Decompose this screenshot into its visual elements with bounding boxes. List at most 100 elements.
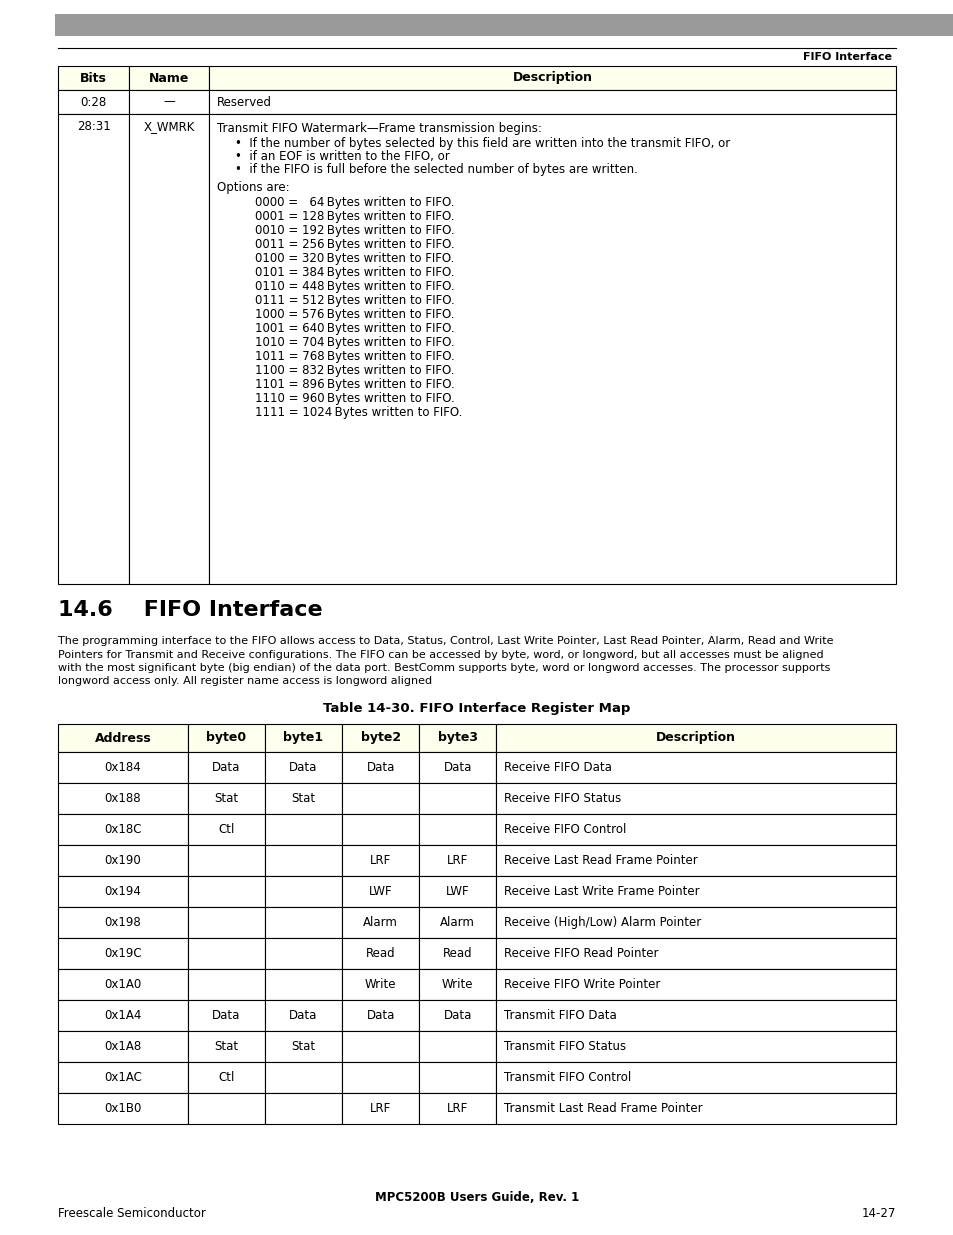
- Bar: [342, 1031, 418, 1062]
- Bar: [342, 969, 418, 1000]
- Bar: [496, 724, 895, 752]
- Text: with the most significant byte (big endian) of the data port. BestComm supports : with the most significant byte (big endi…: [58, 663, 829, 673]
- Bar: [188, 939, 265, 969]
- Text: Reserved: Reserved: [216, 95, 272, 109]
- Bar: [58, 1031, 188, 1062]
- Bar: [58, 114, 129, 584]
- Bar: [58, 783, 188, 814]
- Bar: [58, 724, 188, 752]
- Bar: [129, 65, 209, 90]
- Bar: [496, 1000, 895, 1031]
- Text: 0100 = 320 Bytes written to FIFO.: 0100 = 320 Bytes written to FIFO.: [254, 252, 454, 266]
- Bar: [209, 90, 895, 114]
- Bar: [265, 906, 342, 939]
- Bar: [418, 1062, 496, 1093]
- Bar: [418, 969, 496, 1000]
- Text: Address: Address: [94, 731, 152, 745]
- Text: 0x1A8: 0x1A8: [104, 1040, 141, 1053]
- Text: LWF: LWF: [369, 885, 392, 898]
- Text: Stat: Stat: [214, 1040, 238, 1053]
- Bar: [342, 814, 418, 845]
- Text: LRF: LRF: [447, 853, 468, 867]
- Bar: [58, 906, 188, 939]
- Bar: [496, 906, 895, 939]
- Text: 0x188: 0x188: [105, 792, 141, 805]
- Text: Description: Description: [656, 731, 736, 745]
- Text: 28:31: 28:31: [76, 121, 111, 133]
- Text: Receive FIFO Status: Receive FIFO Status: [504, 792, 620, 805]
- Text: 1010 = 704 Bytes written to FIFO.: 1010 = 704 Bytes written to FIFO.: [254, 336, 454, 350]
- Text: LRF: LRF: [447, 1102, 468, 1115]
- Bar: [58, 90, 129, 114]
- Bar: [496, 752, 895, 783]
- Bar: [342, 783, 418, 814]
- Text: X_WMRK: X_WMRK: [143, 121, 194, 133]
- Text: Data: Data: [366, 761, 395, 774]
- Text: 0x1A4: 0x1A4: [104, 1009, 141, 1023]
- Text: Ctl: Ctl: [218, 823, 234, 836]
- Text: Options are:: Options are:: [216, 182, 289, 194]
- Bar: [496, 939, 895, 969]
- Text: 0x19C: 0x19C: [104, 947, 142, 960]
- Bar: [496, 1093, 895, 1124]
- Text: Transmit FIFO Data: Transmit FIFO Data: [504, 1009, 617, 1023]
- Bar: [265, 876, 342, 906]
- Text: Data: Data: [212, 1009, 240, 1023]
- Text: Stat: Stat: [292, 792, 315, 805]
- Text: 0101 = 384 Bytes written to FIFO.: 0101 = 384 Bytes written to FIFO.: [254, 266, 454, 279]
- Bar: [342, 1093, 418, 1124]
- Bar: [58, 845, 188, 876]
- Text: 0110 = 448 Bytes written to FIFO.: 0110 = 448 Bytes written to FIFO.: [254, 280, 454, 293]
- Bar: [418, 1093, 496, 1124]
- Text: Ctl: Ctl: [218, 1071, 234, 1084]
- Bar: [209, 65, 895, 90]
- Bar: [418, 783, 496, 814]
- Text: Read: Read: [365, 947, 395, 960]
- Text: 1000 = 576 Bytes written to FIFO.: 1000 = 576 Bytes written to FIFO.: [254, 308, 454, 321]
- Bar: [265, 1031, 342, 1062]
- Text: LWF: LWF: [445, 885, 469, 898]
- Text: •  If the number of bytes selected by this field are written into the transmit F: • If the number of bytes selected by thi…: [234, 137, 729, 149]
- Text: byte1: byte1: [283, 731, 323, 745]
- Text: 1001 = 640 Bytes written to FIFO.: 1001 = 640 Bytes written to FIFO.: [254, 322, 454, 335]
- Bar: [418, 814, 496, 845]
- Text: LRF: LRF: [370, 1102, 391, 1115]
- Text: MPC5200B Users Guide, Rev. 1: MPC5200B Users Guide, Rev. 1: [375, 1191, 578, 1204]
- Text: 0:28: 0:28: [80, 95, 107, 109]
- Bar: [418, 906, 496, 939]
- Text: 0010 = 192 Bytes written to FIFO.: 0010 = 192 Bytes written to FIFO.: [254, 224, 454, 237]
- Text: Data: Data: [366, 1009, 395, 1023]
- Text: 0x1B0: 0x1B0: [104, 1102, 141, 1115]
- Bar: [188, 1031, 265, 1062]
- Text: Pointers for Transmit and Receive configurations. The FIFO can be accessed by by: Pointers for Transmit and Receive config…: [58, 650, 822, 659]
- Bar: [58, 752, 188, 783]
- Bar: [418, 752, 496, 783]
- Bar: [188, 1062, 265, 1093]
- Polygon shape: [55, 14, 953, 36]
- Text: 14-27: 14-27: [861, 1207, 895, 1220]
- Text: 0x1AC: 0x1AC: [104, 1071, 142, 1084]
- Text: 0001 = 128 Bytes written to FIFO.: 0001 = 128 Bytes written to FIFO.: [254, 210, 454, 224]
- Bar: [265, 1000, 342, 1031]
- Text: Data: Data: [443, 761, 472, 774]
- Bar: [209, 114, 895, 584]
- Text: 1110 = 960 Bytes written to FIFO.: 1110 = 960 Bytes written to FIFO.: [254, 391, 455, 405]
- Bar: [58, 1000, 188, 1031]
- Bar: [129, 114, 209, 584]
- Text: 0x198: 0x198: [105, 916, 141, 929]
- Text: Table 14-30. FIFO Interface Register Map: Table 14-30. FIFO Interface Register Map: [323, 701, 630, 715]
- Bar: [418, 845, 496, 876]
- Bar: [58, 814, 188, 845]
- Bar: [265, 752, 342, 783]
- Text: byte3: byte3: [437, 731, 477, 745]
- Text: 0x194: 0x194: [105, 885, 141, 898]
- Bar: [188, 1093, 265, 1124]
- Text: Bits: Bits: [80, 72, 107, 84]
- Bar: [58, 969, 188, 1000]
- Text: Receive FIFO Data: Receive FIFO Data: [504, 761, 612, 774]
- Text: Data: Data: [289, 761, 317, 774]
- Bar: [496, 1031, 895, 1062]
- Bar: [418, 939, 496, 969]
- Text: Write: Write: [441, 978, 473, 990]
- Bar: [342, 906, 418, 939]
